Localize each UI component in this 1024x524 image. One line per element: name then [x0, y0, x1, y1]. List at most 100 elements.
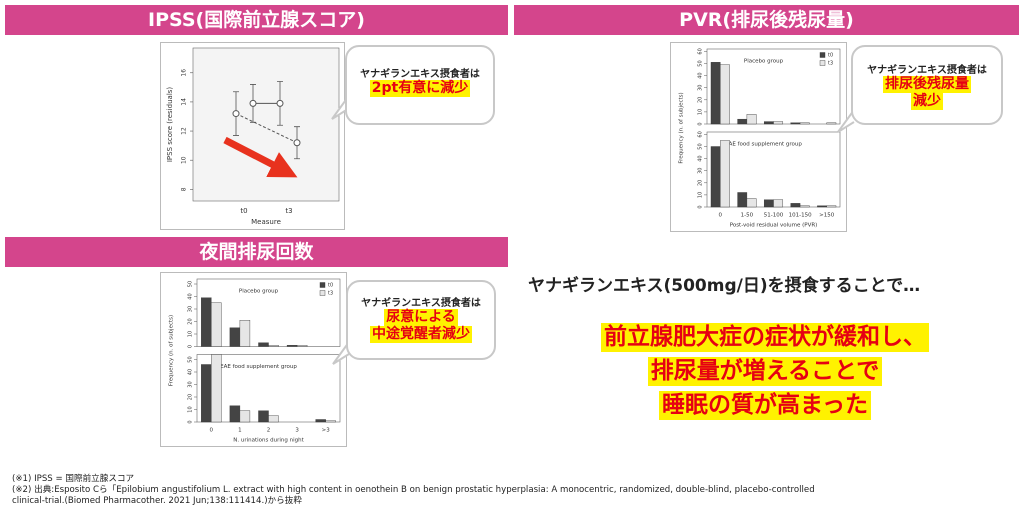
point	[293, 139, 301, 147]
section-heading: 夜間排尿回数	[5, 237, 508, 267]
bar	[790, 203, 801, 208]
panel-label: Placebo group	[239, 289, 279, 295]
panel-label: Placebo group	[744, 59, 784, 65]
legend-label: t3	[828, 61, 833, 67]
point	[232, 110, 240, 118]
bar	[325, 420, 336, 423]
y-tick-label: 40	[188, 369, 194, 375]
y-tick-label: 10	[188, 406, 194, 412]
x-tick-label: 101-150	[789, 213, 812, 219]
bar	[286, 345, 298, 347]
bar	[826, 205, 837, 208]
y-tick-label: 60	[698, 131, 704, 137]
y-tick-label: 60	[698, 48, 704, 54]
pvr-chart: 0 10 20 30 40 50 60 Placebo group 0 10 20 30 40 50 60 E…	[670, 42, 847, 232]
section-heading: PVR(排尿後残尿量)	[514, 5, 1019, 35]
x-tick-label: 1	[238, 428, 242, 434]
bar	[239, 410, 251, 423]
bar	[790, 122, 801, 125]
bar	[763, 199, 774, 208]
conclusion: 前立腺肥大症の症状が緩和し、 排尿量が増えることで 睡眠の質が高まった	[520, 323, 1010, 425]
y-tick-label: 8	[181, 187, 188, 191]
y-axis-label: Frequency (n. of subjects)	[679, 92, 685, 163]
y-axis-label: Frequency (n. of subjects)	[169, 315, 175, 386]
bar	[201, 297, 212, 347]
y-tick-label: 10	[188, 331, 194, 337]
footnotes: (※1) IPSS = 国際前立腺スコア (※2) 出典:Esposito Cら…	[12, 474, 1017, 507]
panel-label: EAE food supplement group	[220, 364, 297, 370]
callout-lead: ヤナギランエキス摂食者は	[867, 65, 987, 76]
y-tick-label: 50	[698, 143, 704, 149]
ipss-chart: 8 10 12 14 16 t0 t3 Measure IPSS score (residual…	[160, 42, 345, 230]
x-tick-label: 3	[295, 428, 299, 434]
y-tick-label: 50	[698, 60, 704, 66]
bar	[737, 118, 748, 125]
y-tick-label: 40	[188, 293, 194, 299]
bar	[746, 114, 757, 125]
x-axis-label: Measure	[251, 218, 281, 226]
legend-swatch	[819, 52, 826, 58]
x-tick-label: 2	[267, 428, 271, 434]
y-tick-label: 30	[698, 85, 704, 91]
legend-label: t0	[828, 53, 833, 59]
y-tick-label: 40	[698, 72, 704, 78]
bar	[268, 415, 279, 423]
bar	[229, 405, 241, 423]
x-tick-label: 1-50	[741, 213, 754, 219]
callout: ヤナギランエキス摂食者は 尿意による 中途覚醒者減少	[346, 280, 496, 360]
point	[249, 99, 257, 107]
callout-lead: ヤナギランエキス摂食者は	[361, 298, 481, 309]
y-tick-label: 0	[698, 205, 704, 208]
y-tick-label: 50	[188, 281, 194, 287]
bar	[211, 302, 222, 347]
callout: ヤナギランエキス摂食者は 排尿後残尿量 減少	[851, 45, 1003, 125]
y-tick-label: 20	[698, 97, 704, 103]
callout-highlight: 減少	[911, 93, 943, 110]
bar	[720, 140, 730, 208]
y-tick-label: 30	[188, 381, 194, 387]
y-tick-label: 16	[181, 69, 188, 77]
bar	[773, 199, 784, 208]
legend-label: t3	[328, 291, 333, 297]
x-axis-label: Post-void residual volume (PVR)	[730, 223, 818, 229]
bar	[710, 62, 721, 125]
bar	[258, 410, 269, 423]
callout-highlight: 中途覚醒者減少	[370, 326, 472, 343]
y-tick-label: 0	[698, 122, 704, 125]
x-tick-label: 0	[719, 213, 723, 219]
callout-tail	[332, 341, 350, 365]
x-tick-label: 51-100	[764, 213, 784, 219]
bar	[799, 122, 810, 125]
bar	[211, 354, 222, 423]
callout: ヤナギランエキス摂食者は 2pt有意に減少	[345, 45, 495, 125]
y-tick-label: 0	[188, 420, 194, 423]
x-tick-label: 0	[210, 428, 214, 434]
bar	[746, 198, 757, 208]
bar	[817, 205, 827, 208]
summary-lead: ヤナギランエキス(500mg/日)を摂食することで…	[528, 276, 921, 296]
callout-tail	[837, 109, 855, 133]
bar	[720, 64, 730, 125]
y-tick-label: 40	[698, 155, 704, 161]
footnote: (※2) 出典:Esposito Cら「Epilobium angustifol…	[12, 485, 815, 495]
bar	[229, 327, 241, 347]
legend-swatch	[319, 282, 326, 288]
bar	[799, 205, 810, 208]
y-tick-label: 30	[698, 168, 704, 174]
callout-highlight: 尿意による	[384, 309, 458, 326]
callout-tail	[331, 96, 349, 120]
y-axis-label: IPSS score (residuals)	[166, 87, 174, 163]
bar	[296, 345, 308, 347]
y-tick-label: 20	[698, 180, 704, 186]
x-axis-label: N. urinations during night	[233, 438, 304, 444]
y-tick-label: 0	[188, 345, 194, 348]
y-tick-label: 50	[188, 356, 194, 362]
callout-highlight: 2pt有意に減少	[369, 80, 471, 97]
section-heading: IPSS(国際前立腺スコア)	[5, 5, 508, 35]
y-tick-label: 30	[188, 306, 194, 312]
legend-swatch	[319, 290, 326, 296]
x-tick-label: >150	[819, 213, 835, 219]
bar	[710, 146, 721, 208]
y-tick-label: 10	[698, 109, 704, 115]
